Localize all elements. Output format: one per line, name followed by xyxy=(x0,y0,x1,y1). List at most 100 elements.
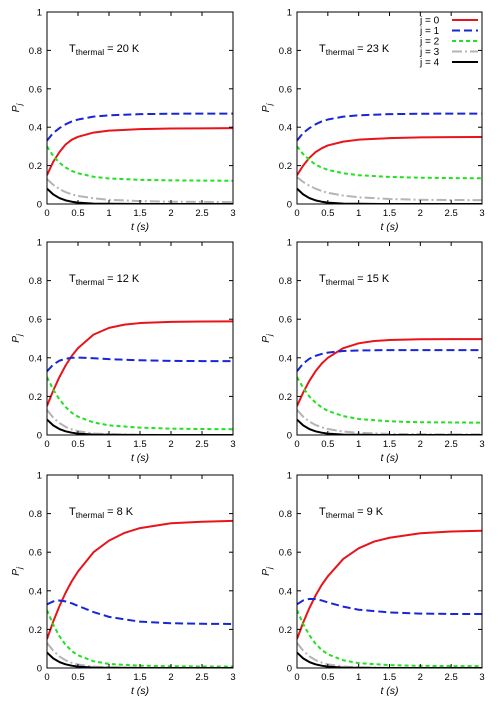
x-tick-label: 2 xyxy=(168,439,173,450)
series-line-j4 xyxy=(297,651,482,668)
x-axis-label: t (s) xyxy=(380,221,398,233)
x-axis-label: t (s) xyxy=(380,685,398,697)
x-tick-label: 1.5 xyxy=(133,439,146,450)
series-line-j4 xyxy=(47,651,233,668)
y-tick-label: 0.8 xyxy=(29,276,42,287)
x-tick-label: 3 xyxy=(479,439,484,450)
series-line-j2 xyxy=(47,145,233,182)
y-tick-label: 0.2 xyxy=(29,161,42,172)
y-axis-label: Pj xyxy=(10,334,24,343)
temperature-annotation: Tthermal = 20 K xyxy=(69,43,140,57)
x-tick-label: 2.5 xyxy=(195,672,208,683)
x-axis-label: t (s) xyxy=(131,221,149,233)
y-tick-label: 0.4 xyxy=(279,586,292,597)
x-tick-label: 3 xyxy=(230,208,235,219)
y-tick-label: 0.4 xyxy=(279,353,292,364)
y-axis-label: Pj xyxy=(10,567,24,576)
x-tick-label: 1 xyxy=(356,439,361,450)
temperature-annotation: Tthermal = 15 K xyxy=(319,273,390,287)
series-line-j3 xyxy=(297,409,482,435)
y-axis-label: Pj xyxy=(260,334,274,343)
series-line-j2 xyxy=(47,609,233,668)
series-line-j4 xyxy=(47,418,233,435)
x-tick-label: 1 xyxy=(106,208,111,219)
temperature-annotation: Tthermal = 8 K xyxy=(69,506,134,520)
series-line-j4 xyxy=(297,187,482,204)
x-tick-label: 2.5 xyxy=(445,672,458,683)
x-axis-label: t (s) xyxy=(380,452,398,464)
x-tick-label: 0 xyxy=(294,672,299,683)
x-tick-label: 2.5 xyxy=(445,208,458,219)
x-tick-label: 1 xyxy=(356,208,361,219)
x-tick-label: 0.5 xyxy=(321,439,334,450)
plot-frame xyxy=(46,474,234,669)
x-tick-label: 0 xyxy=(294,208,299,219)
series-line-j0 xyxy=(47,519,233,640)
panel-4: 0 0.5 1 1.5 2 2.5 3 0 0.2 0.4 0.6 0.8 1 t (s) Pj Ttherm… xyxy=(260,238,485,465)
x-tick-label: 1.5 xyxy=(133,672,146,683)
y-tick-label: 1 xyxy=(37,8,42,19)
y-tick-label: 1 xyxy=(287,471,292,482)
panel-3: 0 0.5 1 1.5 2 2.5 3 0 0.2 0.4 0.6 0.8 1 t (s) Pj Ttherm… xyxy=(10,238,236,465)
y-axis-label: Pj xyxy=(260,103,274,112)
y-tick-label: 0.8 xyxy=(279,509,292,520)
x-tick-label: 3 xyxy=(479,672,484,683)
plot-frame xyxy=(46,11,234,205)
x-tick-label: 0.5 xyxy=(71,208,84,219)
y-tick-label: 0.6 xyxy=(279,548,292,559)
series-line-j3 xyxy=(297,176,482,202)
y-tick-label: 0 xyxy=(37,431,42,442)
x-tick-label: 0.5 xyxy=(321,672,334,683)
y-tick-label: 0.2 xyxy=(29,392,42,403)
y-tick-label: 0.6 xyxy=(279,84,292,95)
x-tick-label: 2.5 xyxy=(195,208,208,219)
series-line-j3 xyxy=(47,178,233,204)
temperature-annotation: Tthermal = 12 K xyxy=(69,273,140,287)
panel-1: 0 0.5 1 1.5 2 2.5 3 0 0.2 0.4 0.6 0.8 1 t (s) Pj Ttherm… xyxy=(10,8,236,234)
series-line-j1 xyxy=(47,599,233,625)
series-line-j0 xyxy=(297,338,482,407)
y-tick-label: 0.4 xyxy=(29,353,42,364)
x-tick-label: 1.5 xyxy=(133,208,146,219)
series-line-j0 xyxy=(47,127,233,176)
y-tick-label: 0.4 xyxy=(279,123,292,134)
series-line-j2 xyxy=(47,376,233,431)
plot-frame xyxy=(296,474,483,669)
x-tick-label: 2.5 xyxy=(445,439,458,450)
y-axis-label: Pj xyxy=(260,567,274,576)
y-tick-label: 0.8 xyxy=(29,46,42,57)
legend-label: j = 4 xyxy=(419,58,440,69)
series-line-j1 xyxy=(297,112,482,142)
x-tick-label: 0.5 xyxy=(71,672,84,683)
series-line-j1 xyxy=(297,597,482,615)
y-tick-label: 0.6 xyxy=(279,315,292,326)
legend-label: j = 1 xyxy=(419,26,440,37)
y-tick-label: 0.2 xyxy=(279,625,292,636)
x-tick-label: 1.5 xyxy=(383,208,396,219)
panel-6: 0 0.5 1 1.5 2 2.5 3 0 0.2 0.4 0.6 0.8 1 t (s) Pj Ttherm… xyxy=(260,471,485,698)
y-tick-label: 0.6 xyxy=(29,548,42,559)
x-tick-label: 0 xyxy=(44,672,49,683)
y-tick-label: 0.4 xyxy=(29,123,42,134)
y-tick-label: 0 xyxy=(37,664,42,675)
temperature-annotation: Tthermal = 23 K xyxy=(319,43,390,57)
y-tick-label: 0 xyxy=(37,200,42,211)
y-tick-label: 0.2 xyxy=(279,392,292,403)
temperature-annotation: Tthermal = 9 K xyxy=(319,506,384,520)
panel-5: 0 0.5 1 1.5 2 2.5 3 0 0.2 0.4 0.6 0.8 1 t (s) Pj Ttherm… xyxy=(10,471,236,698)
y-tick-label: 0.2 xyxy=(279,161,292,172)
x-tick-label: 3 xyxy=(230,439,235,450)
y-tick-label: 1 xyxy=(37,238,42,249)
series-line-j1 xyxy=(297,349,482,372)
x-tick-label: 0 xyxy=(44,208,49,219)
y-tick-label: 0.4 xyxy=(29,586,42,597)
series-line-j2 xyxy=(297,376,482,424)
y-tick-label: 0.8 xyxy=(29,509,42,520)
x-tick-label: 3 xyxy=(230,672,235,683)
series-line-j4 xyxy=(297,418,482,435)
series-line-j2 xyxy=(297,609,482,668)
x-tick-label: 2 xyxy=(418,208,423,219)
y-tick-label: 1 xyxy=(287,8,292,19)
x-axis-label: t (s) xyxy=(131,452,149,464)
legend: j = 0j = 1j = 2j = 3j = 4 xyxy=(419,16,478,69)
